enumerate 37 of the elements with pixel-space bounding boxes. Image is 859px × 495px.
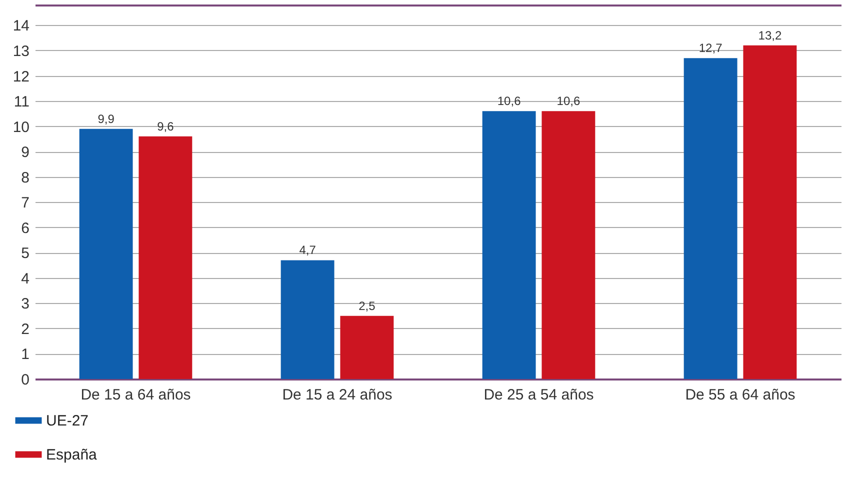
y-tick-label: 1 [21,346,30,364]
text: 13,2 [758,28,782,42]
text: 9,9 [98,112,114,126]
y-tick-label: 11 [14,94,30,111]
x-tick-label: De 15 a 24 años [282,386,392,404]
text: 10,6 [497,94,521,108]
y-tick-label: 13 [12,42,30,60]
y-tick-label: 12 [12,68,30,86]
text: 12,7 [698,41,722,56]
y-tick-label: 9 [21,144,30,162]
bar [482,111,536,379]
legend-label: España [46,446,98,464]
bar [280,260,334,379]
y-tick-label: 6 [21,220,30,237]
text: 4,7 [299,243,316,258]
legend-label: UE-27 [46,412,89,430]
bar [542,111,596,379]
y-tick-label: 7 [21,194,30,212]
bar [79,128,133,379]
x-tick-label: De 25 a 54 años [484,386,594,404]
y-tick-label: 3 [21,296,30,313]
y-tick-label: 0 [21,372,30,388]
text: 9,6 [157,119,174,134]
bar [684,58,738,379]
x-tick-label: De 55 a 64 años [685,386,796,404]
y-tick-label: 10 [12,118,30,136]
y-tick-label: 5 [21,245,30,262]
y-tick-label: 14 [12,18,30,35]
bar [138,136,192,379]
text: 10,6 [556,94,580,108]
bar [743,45,797,379]
text: 2,5 [358,298,376,313]
x-tick-label: De 15 a 64 años [80,386,191,404]
y-tick-label: 4 [21,270,30,288]
y-tick-label: 8 [21,169,30,186]
bar [340,316,394,379]
y-tick-label: 2 [21,320,30,338]
